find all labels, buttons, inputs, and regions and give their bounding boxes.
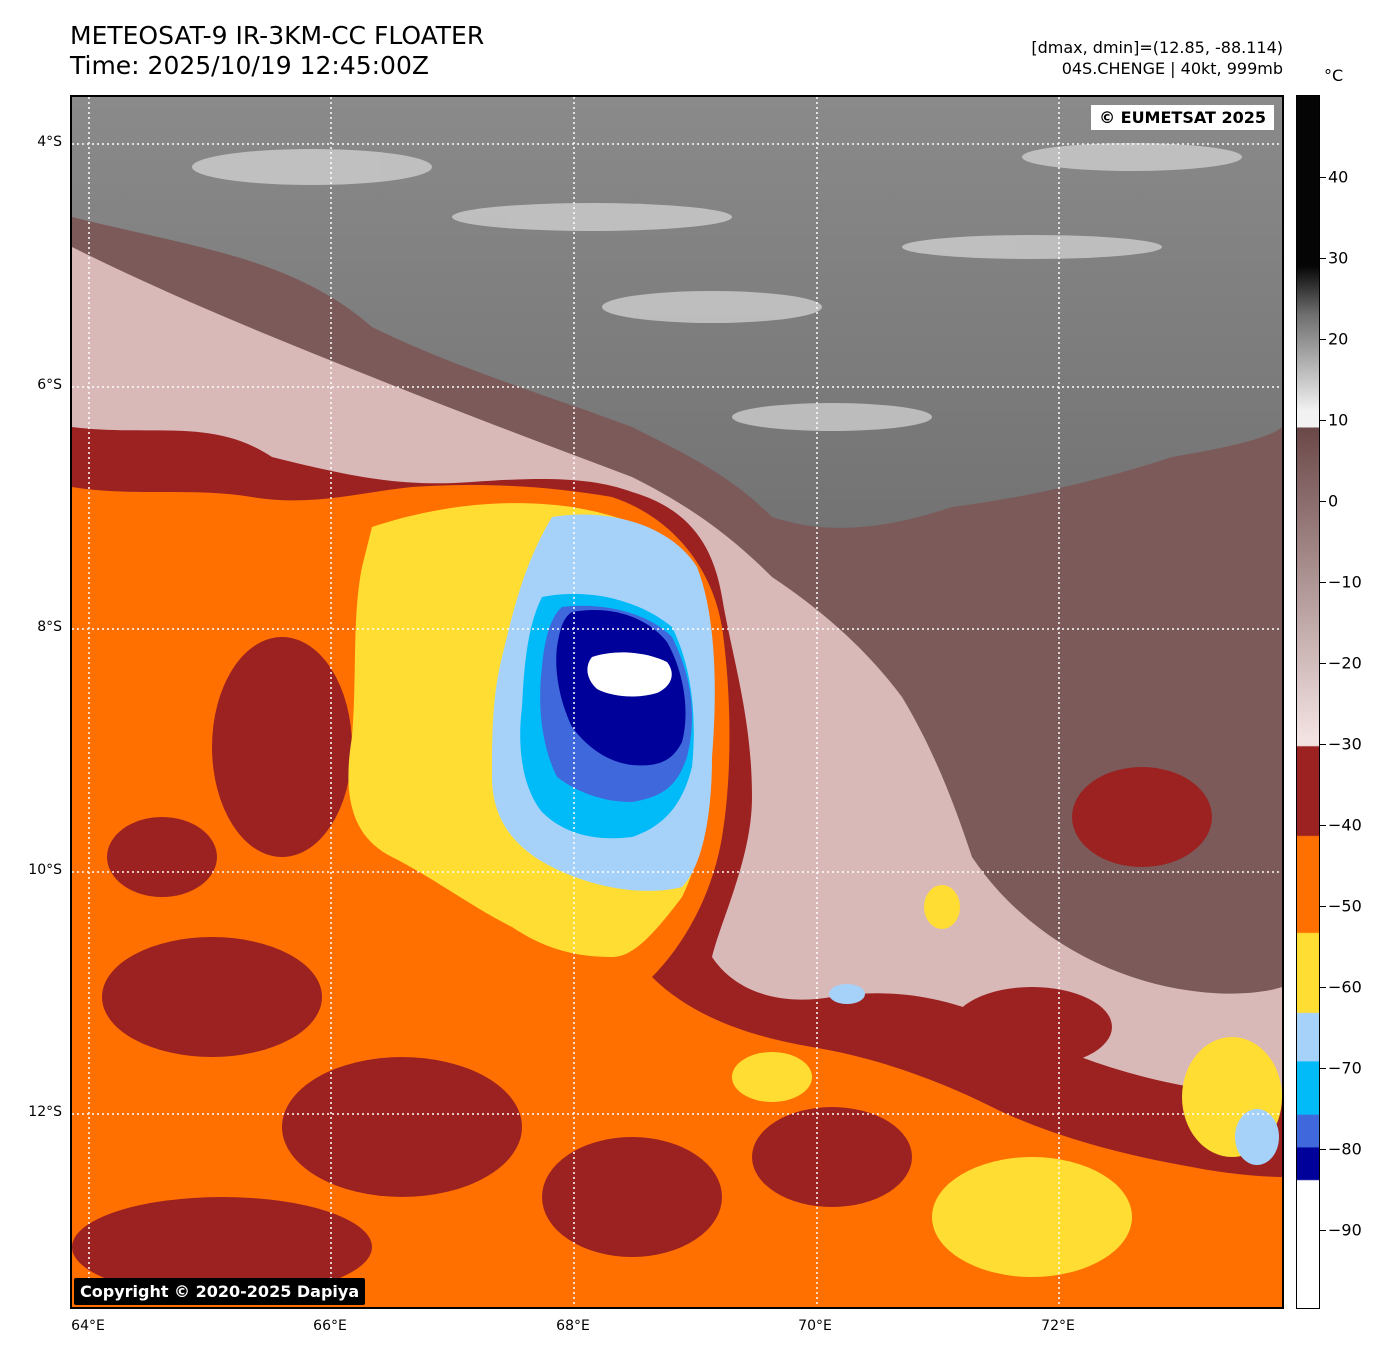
- colorbar-tick: [1320, 744, 1326, 745]
- colorbar-label: −70: [1328, 1058, 1362, 1078]
- colorbar-label: 40: [1328, 167, 1349, 187]
- colorbar-label: −10: [1328, 572, 1362, 592]
- colorbar-unit: °C: [1324, 66, 1344, 85]
- lon-label-68e: 68°E: [556, 1318, 590, 1334]
- lon-label-66e: 66°E: [313, 1318, 347, 1334]
- coldest-cloud-top: [587, 652, 672, 697]
- colorbar-tick: [1320, 1068, 1326, 1069]
- timestamp: Time: 2025/10/19 12:45:00Z: [70, 51, 429, 80]
- colorbar-label: 10: [1328, 410, 1349, 430]
- satellite-image: © EUMETSAT 2025 Copyright © 2020-2025 Da…: [70, 95, 1284, 1309]
- lat-label-10s: 10°S: [28, 862, 62, 878]
- colorbar-tick: [1320, 258, 1326, 259]
- colorbar-label: 20: [1328, 329, 1349, 349]
- dapiya-copyright-badge: Copyright © 2020-2025 Dapiya: [74, 1278, 366, 1305]
- colorbar-label: −50: [1328, 896, 1362, 916]
- lon-label-72e: 72°E: [1041, 1318, 1075, 1334]
- lon-label-70e: 70°E: [798, 1318, 832, 1334]
- yellow-patches: [732, 885, 1282, 1277]
- colorbar-tick: [1320, 1149, 1326, 1150]
- colorbar-label: −90: [1328, 1220, 1362, 1240]
- colorbar-label: −40: [1328, 815, 1362, 835]
- map-title: METEOSAT-9 IR-3KM-CC FLOATER: [70, 21, 485, 50]
- red-patches: [72, 637, 1212, 1297]
- colorbar-tick: [1320, 339, 1326, 340]
- blue-patches: [829, 984, 1279, 1165]
- colorbar-label: −20: [1328, 653, 1362, 673]
- lon-label-64e: 64°E: [71, 1318, 105, 1334]
- colorbar-tick: [1320, 1230, 1326, 1231]
- colorbar-tick: [1320, 177, 1326, 178]
- colorbar-tick: [1320, 906, 1326, 907]
- colorbar-tick: [1320, 420, 1326, 421]
- lat-label-8s: 8°S: [37, 619, 62, 635]
- dmax-dmin-readout: [dmax, dmin]=(12.85, -88.114): [1031, 38, 1283, 57]
- colorbar-tick: [1320, 663, 1326, 664]
- lat-label-4s: 4°S: [37, 134, 62, 150]
- colorbar-tick: [1320, 582, 1326, 583]
- graticule: [72, 97, 1282, 1307]
- storm-info: 04S.CHENGE | 40kt, 999mb: [1061, 59, 1283, 78]
- colorbar-label: −30: [1328, 734, 1362, 754]
- lat-label-12s: 12°S: [28, 1104, 62, 1120]
- colorbar-label: 0: [1328, 491, 1339, 511]
- eumetsat-copyright-badge: © EUMETSAT 2025: [1091, 105, 1274, 130]
- lat-label-6s: 6°S: [37, 377, 62, 393]
- colorbar-label: −60: [1328, 977, 1362, 997]
- colorbar-tick: [1320, 825, 1326, 826]
- colorbar-tick: [1320, 987, 1326, 988]
- colorbar-label: 30: [1328, 248, 1349, 268]
- colorbar-label: −80: [1328, 1139, 1362, 1159]
- colorbar: [1296, 95, 1320, 1309]
- colorbar-tick: [1320, 501, 1326, 502]
